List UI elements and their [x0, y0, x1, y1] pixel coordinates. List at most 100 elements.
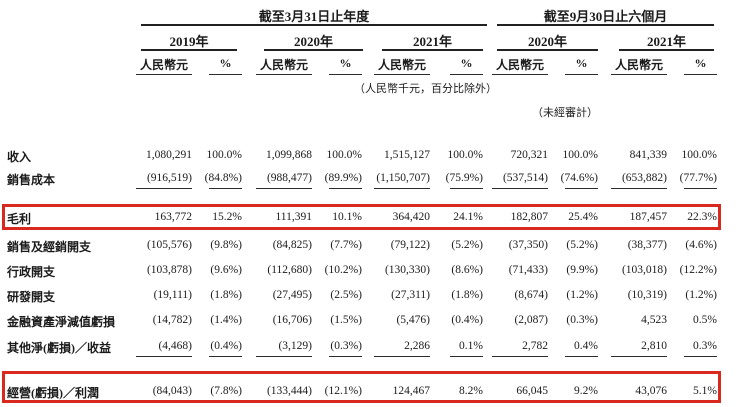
value-cell: 720,321	[510, 149, 548, 161]
value-cell: 1,080,291	[146, 149, 192, 161]
row-label: 其他淨(虧損)／收益	[7, 341, 111, 355]
value-cell: (9.8%)	[210, 239, 242, 251]
value-cell: (537,514)	[491, 172, 549, 189]
value-cell: 1,515,127	[384, 149, 430, 161]
value-cell: (2.5%)	[330, 289, 362, 301]
value-cell: 100.0%	[206, 149, 242, 161]
value-cell: 15.2%	[212, 211, 242, 223]
col-header-rmb: 人民幣元	[374, 56, 430, 75]
value-cell: (27,311)	[391, 289, 430, 301]
value-cell: (8,674)	[514, 289, 548, 301]
value-cell: (916,519)	[135, 172, 193, 189]
value-cell: (1.5%)	[330, 314, 362, 326]
value-cell: (7.8%)	[210, 385, 242, 397]
value-cell: (9.9%)	[566, 264, 598, 276]
value-cell: 100.0%	[562, 149, 598, 161]
value-cell: (0.3%)	[329, 340, 362, 357]
value-cell: 10.1%	[332, 211, 362, 223]
value-cell: (27,495)	[272, 289, 312, 301]
value-cell: (71,433)	[508, 264, 548, 276]
value-cell: (74.6%)	[560, 172, 599, 189]
value-cell: (89.9%)	[324, 172, 363, 189]
table-row: 其他淨(虧損)／收益 (4,468) (0.4%) (3,129) (0.3%) 2,28…	[0, 339, 743, 357]
value-cell: 111,391	[275, 211, 312, 223]
value-cell: 5.1%	[693, 385, 717, 397]
row-label: 研發開支	[7, 290, 56, 304]
table-row: 毛利 163,772 15.2% 111,391 10.1% 364,420 24.1% 18…	[0, 210, 743, 226]
value-cell: (103,878)	[146, 264, 192, 276]
year-header-interim-2021: 2021年	[619, 31, 714, 51]
section-title-six-months-ended-september: 截至9月30日止六個月	[497, 6, 714, 26]
value-cell: (133,444)	[266, 385, 312, 397]
value-cell: (38,377)	[627, 239, 667, 251]
table-row: 研發開支 (19,111) (1.8%) (27,495) (2.5%) (27,311)…	[0, 288, 743, 304]
year-header-2019: 2019年	[141, 31, 237, 51]
value-cell: (3,129)	[256, 340, 312, 357]
value-cell: (84.8%)	[204, 172, 243, 189]
value-cell: 24.1%	[453, 211, 483, 223]
value-cell: (1.2%)	[685, 289, 717, 301]
value-cell: 100.0%	[447, 149, 483, 161]
value-cell: (12.1%)	[324, 385, 362, 397]
row-label: 金融資產淨減值虧損	[7, 315, 116, 329]
value-cell: (14,782)	[152, 314, 192, 326]
value-cell: 2,810	[611, 340, 667, 357]
row-label: 毛利	[7, 212, 32, 226]
units-note: （人民幣千元，百分比除外）	[354, 83, 497, 95]
col-header-pct: %	[684, 56, 717, 75]
col-header-rmb: 人民幣元	[136, 56, 192, 75]
col-header-rmb: 人民幣元	[256, 56, 312, 75]
value-cell: 8.2%	[459, 385, 483, 397]
value-cell: 187,457	[629, 211, 667, 223]
col-header-pct: %	[450, 56, 483, 75]
value-cell: 124,467	[392, 385, 430, 397]
year-header-2020: 2020年	[264, 31, 363, 51]
table-row: 銷售成本 (916,519) (84.8%) (988,477) (89.9%) (1,1…	[0, 171, 743, 189]
value-cell: (105,576)	[146, 239, 192, 251]
value-cell: 0.5%	[693, 314, 717, 326]
value-cell: 0.1%	[450, 340, 483, 357]
value-cell: 841,339	[629, 149, 667, 161]
value-cell: (79,122)	[390, 239, 430, 251]
col-header-pct: %	[329, 56, 362, 75]
value-cell: (5.2%)	[451, 239, 483, 251]
value-cell: 66,045	[516, 385, 548, 397]
value-cell: 25.4%	[568, 211, 598, 223]
value-cell: (37,350)	[508, 239, 548, 251]
value-cell: (1.8%)	[451, 289, 483, 301]
section-title-year-ended-march: 截至3月31日止年度	[141, 6, 487, 26]
row-label: 經營(虧損)／利潤	[7, 386, 99, 400]
col-header-pct: %	[209, 56, 242, 75]
value-cell: (16,706)	[272, 314, 312, 326]
value-cell: 0.3%	[684, 340, 717, 357]
value-cell: (10,319)	[627, 289, 667, 301]
year-header-interim-2020: 2020年	[497, 31, 598, 51]
value-cell: 9.2%	[574, 385, 598, 397]
value-cell: (1.8%)	[210, 289, 242, 301]
col-header-rmb: 人民幣元	[492, 56, 548, 75]
value-cell: 100.0%	[326, 149, 362, 161]
col-header-rmb: 人民幣元	[611, 56, 667, 75]
value-cell: 1,099,868	[266, 149, 312, 161]
value-cell: (0.4%)	[451, 314, 483, 326]
table-row: 經營(虧損)／利潤 (84,043) (7.8%) (133,444) (12.1%) 1…	[0, 384, 743, 400]
value-cell: (1.2%)	[566, 289, 598, 301]
value-cell: (8.6%)	[451, 264, 483, 276]
value-cell: 4,523	[641, 314, 667, 326]
table-row: 行政開支 (103,878) (9.6%) (112,680) (10.2%) (130,…	[0, 263, 743, 279]
value-cell: (1.4%)	[210, 314, 242, 326]
value-cell: (4,468)	[136, 340, 192, 357]
value-cell: (77.7%)	[679, 172, 718, 189]
value-cell: (130,330)	[384, 264, 430, 276]
col-header-pct: %	[565, 56, 598, 75]
value-cell: 163,772	[154, 211, 192, 223]
value-cell: 182,807	[510, 211, 548, 223]
row-label: 銷售成本	[7, 173, 56, 187]
value-cell: (7.7%)	[330, 239, 362, 251]
value-cell: (84,043)	[152, 385, 192, 397]
value-cell: (12.2%)	[679, 264, 717, 276]
value-cell: 0.4%	[565, 340, 598, 357]
value-cell: 100.0%	[681, 149, 717, 161]
row-label: 銷售及經銷開支	[7, 240, 92, 254]
value-cell: (2,087)	[514, 314, 548, 326]
